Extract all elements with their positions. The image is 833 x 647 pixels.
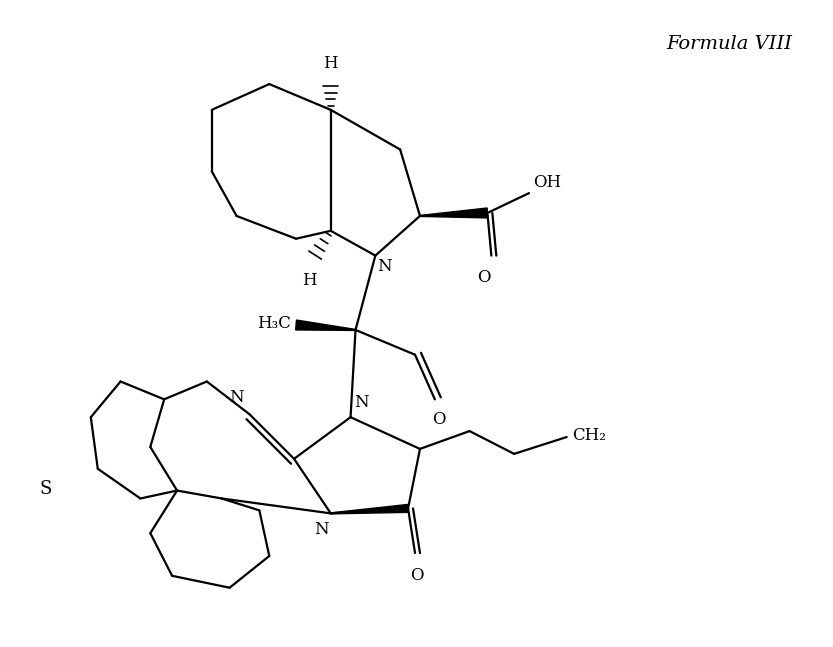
Text: OH: OH xyxy=(533,174,561,191)
Text: N: N xyxy=(314,521,329,538)
Text: CH₂: CH₂ xyxy=(571,426,606,444)
Text: Formula VIII: Formula VIII xyxy=(666,34,792,52)
Polygon shape xyxy=(331,505,408,514)
Text: O: O xyxy=(432,411,446,428)
Text: N: N xyxy=(229,389,243,406)
Text: N: N xyxy=(377,258,392,274)
Polygon shape xyxy=(420,208,487,218)
Polygon shape xyxy=(296,320,356,331)
Text: O: O xyxy=(410,567,424,584)
Text: H: H xyxy=(302,272,317,289)
Text: S: S xyxy=(39,479,52,498)
Text: H₃C: H₃C xyxy=(257,314,291,331)
Text: H: H xyxy=(323,55,338,72)
Text: O: O xyxy=(476,269,490,287)
Text: N: N xyxy=(355,394,369,411)
